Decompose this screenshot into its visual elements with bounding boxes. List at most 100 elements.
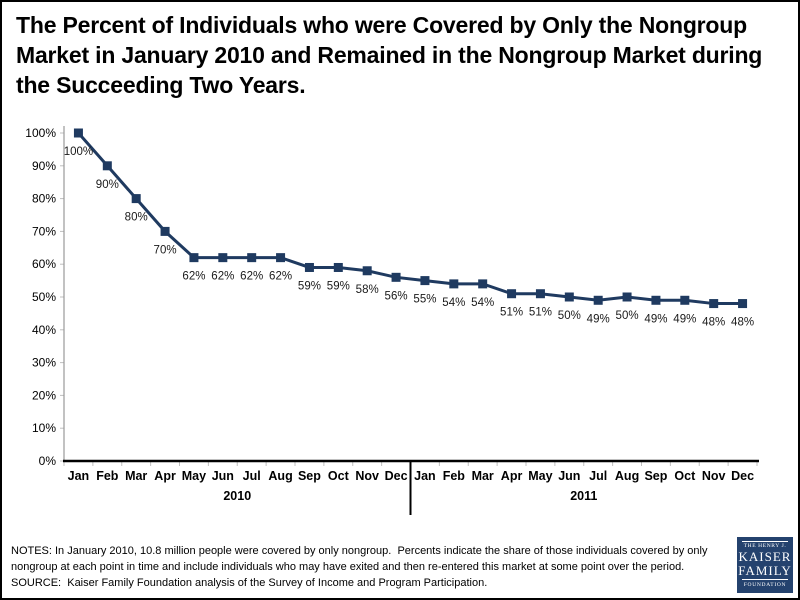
y-tick-label: 10% xyxy=(32,421,56,435)
data-point-label: 51% xyxy=(500,307,523,319)
data-point-label: 49% xyxy=(673,313,696,325)
data-point-marker xyxy=(420,276,430,286)
data-point-marker xyxy=(333,262,343,272)
data-point-label: 49% xyxy=(644,313,667,325)
data-point-marker xyxy=(738,299,748,309)
y-tick-label: 50% xyxy=(32,290,56,304)
notes-line: NOTES: In January 2010, 10.8 million peo… xyxy=(11,545,708,557)
x-tick-label: Jul xyxy=(589,469,607,483)
data-point-marker xyxy=(391,272,401,282)
x-tick-label: Apr xyxy=(154,469,176,483)
y-tick-label: 40% xyxy=(32,323,56,337)
notes: NOTES: In January 2010, 10.8 million peo… xyxy=(11,543,737,591)
logo-rule xyxy=(742,541,788,542)
logo-line-kaiser: KAISER xyxy=(738,549,792,564)
data-point-marker xyxy=(651,295,661,305)
data-point-label: 100% xyxy=(64,146,93,158)
data-series-line xyxy=(77,132,743,306)
x-tick-label: Sep xyxy=(644,469,667,483)
data-point-marker xyxy=(362,266,372,276)
data-point-label: 50% xyxy=(616,310,639,322)
data-point-label: 56% xyxy=(385,290,408,302)
x-tick-label: Feb xyxy=(443,469,466,483)
data-point-label: 48% xyxy=(731,317,754,329)
line-chart-svg: 0% 10% 20% 30% 40% 50% 60% 70% 80% 90% 100% Jan Feb M… xyxy=(25,126,759,515)
data-point-label: 48% xyxy=(702,317,725,329)
x-tick-label: Jun xyxy=(212,469,234,483)
data-point-marker xyxy=(131,194,141,204)
data-point-marker xyxy=(304,262,314,272)
data-point-marker xyxy=(680,295,690,305)
x-tick-label: Jul xyxy=(243,469,261,483)
data-point-marker xyxy=(622,292,632,302)
x-tick-label: Apr xyxy=(501,469,523,483)
data-point-label: 62% xyxy=(240,271,263,283)
x-tick-label: Jan xyxy=(68,469,90,483)
data-point-label: 62% xyxy=(269,271,292,283)
data-point-label: 54% xyxy=(442,297,465,309)
y-tick-label: 80% xyxy=(32,192,56,206)
data-point-label: 51% xyxy=(529,307,552,319)
x-tick-label: Aug xyxy=(268,469,292,483)
x-tick-label: Jan xyxy=(414,469,436,483)
data-point-label: 49% xyxy=(587,313,610,325)
x-tick-label: Dec xyxy=(731,469,754,483)
data-point-label: 62% xyxy=(211,271,234,283)
data-point-marker xyxy=(535,289,545,299)
y-tick-label: 30% xyxy=(32,356,56,370)
data-point-marker xyxy=(102,161,112,171)
year-label: 2011 xyxy=(570,489,597,503)
data-point-label: 90% xyxy=(96,179,119,191)
y-tick-label: 90% xyxy=(32,159,56,173)
data-point-marker xyxy=(449,279,459,289)
data-point-label: 70% xyxy=(154,244,177,256)
data-point-marker xyxy=(478,279,488,289)
data-point-label: 58% xyxy=(356,284,379,296)
y-tick-label: 70% xyxy=(32,224,56,238)
x-tick-label: Oct xyxy=(674,469,696,483)
x-tick-label: Jun xyxy=(558,469,580,483)
x-tick-label: Sep xyxy=(298,469,321,483)
data-point-label: 59% xyxy=(327,280,350,292)
data-point-marker xyxy=(247,253,257,263)
x-tick-label: Mar xyxy=(472,469,494,483)
data-point-marker xyxy=(507,289,517,299)
data-point-marker xyxy=(73,128,83,138)
data-point-label: 50% xyxy=(558,310,581,322)
kff-logo: THE HENRY J. KAISER FAMILY FOUNDATION xyxy=(737,537,793,593)
x-tick-label: Aug xyxy=(615,469,639,483)
year-label: 2010 xyxy=(223,489,251,503)
chart-title: The Percent of Individuals who were Cove… xyxy=(16,12,763,98)
data-point-marker xyxy=(709,299,719,309)
x-tick-label: Feb xyxy=(96,469,119,483)
y-tick-label: 20% xyxy=(32,388,56,402)
x-tick-label: Mar xyxy=(125,469,147,483)
y-tick-label: 100% xyxy=(25,126,56,140)
data-point-marker xyxy=(593,295,603,305)
line-chart: 0% 10% 20% 30% 40% 50% 60% 70% 80% 90% 100% Jan Feb M… xyxy=(2,117,798,537)
logo-rule xyxy=(742,579,788,580)
x-tick-label: Oct xyxy=(328,469,350,483)
logo-line-foundation: FOUNDATION xyxy=(743,582,787,588)
x-tick-label: Nov xyxy=(702,469,726,483)
x-tick-label: May xyxy=(528,469,552,483)
data-point-marker xyxy=(189,253,199,263)
x-tick-label: May xyxy=(182,469,206,483)
data-point-marker xyxy=(160,226,170,236)
x-tick-label: Dec xyxy=(385,469,408,483)
y-tick-label: 0% xyxy=(39,454,57,468)
data-point-label: 59% xyxy=(298,280,321,292)
data-point-marker xyxy=(218,253,228,263)
y-tick-label: 60% xyxy=(32,257,56,271)
data-point-label: 62% xyxy=(182,271,205,283)
data-point-marker xyxy=(276,253,286,263)
data-point-marker xyxy=(564,292,574,302)
notes-line: nongroup at each point in time and inclu… xyxy=(11,561,685,573)
x-tick-label: Nov xyxy=(355,469,379,483)
logo-line-henry: THE HENRY J. xyxy=(743,543,787,549)
data-point-label: 55% xyxy=(413,294,436,306)
data-point-label: 54% xyxy=(471,297,494,309)
data-point-label: 80% xyxy=(125,212,148,224)
logo-line-family: FAMILY xyxy=(738,562,792,578)
